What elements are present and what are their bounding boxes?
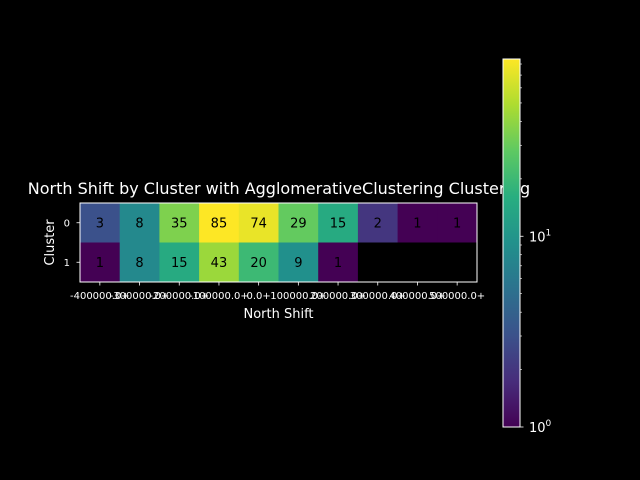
colorbar-tick-label: 100 bbox=[529, 419, 552, 436]
cell-value-label: 1 bbox=[453, 216, 461, 231]
cell-value-label: 8 bbox=[135, 256, 143, 271]
heatmap-cell bbox=[199, 242, 240, 283]
cell-value-label: 1 bbox=[96, 256, 104, 271]
heatmap-cell bbox=[278, 242, 319, 283]
colorbar-tick-label: 101 bbox=[529, 228, 551, 245]
cell-value-label: 1 bbox=[334, 256, 342, 271]
x-tick-label: -100000.0+ bbox=[189, 291, 249, 302]
x-axis-ticks: -400000.0+-300000.0+-200000.0+-100000.0+… bbox=[70, 282, 485, 302]
heatmap-cell bbox=[80, 203, 121, 243]
heatmap-cells bbox=[80, 203, 478, 283]
heatmap-cell bbox=[397, 203, 438, 243]
cell-value-label: 2 bbox=[374, 216, 382, 231]
heatmap-cell bbox=[278, 203, 319, 243]
colorbar-ticks: 100 101 bbox=[520, 63, 552, 436]
colorbar: 100 101 bbox=[502, 58, 552, 436]
x-tick-label: -400000.0+ bbox=[70, 291, 130, 302]
x-tick-label: 100000.0+ bbox=[270, 291, 326, 302]
x-tick-label: 200000.0+ bbox=[310, 291, 366, 302]
cell-value-label: 35 bbox=[171, 216, 188, 231]
cell-value-labels: 3 8 35 85 74 29 15 2 1 1 1 8 15 43 20 9 1 bbox=[96, 216, 462, 271]
x-tick-label: -200000.0+ bbox=[149, 291, 209, 302]
x-tick-label: 300000.0+ bbox=[350, 291, 406, 302]
heatmap-cell bbox=[357, 242, 398, 283]
heatmap-cell bbox=[159, 242, 200, 283]
plot-frame bbox=[79, 202, 478, 283]
heatmap-cell bbox=[238, 203, 279, 243]
heatmap-cell bbox=[238, 242, 279, 283]
y-axis-ticks: 01 bbox=[64, 218, 80, 269]
heatmap-cell bbox=[397, 242, 438, 283]
cell-value-label: 8 bbox=[135, 216, 143, 231]
cell-value-label: 1 bbox=[413, 216, 421, 231]
heatmap-cell bbox=[119, 242, 160, 283]
y-tick-label: 0 bbox=[64, 218, 70, 229]
heatmap-cell bbox=[80, 242, 121, 283]
chart-title: North Shift by Cluster with Agglomerativ… bbox=[28, 179, 530, 198]
heatmap-cell bbox=[318, 203, 359, 243]
heatmap-cell bbox=[357, 203, 398, 243]
heatmap-cell bbox=[437, 242, 478, 283]
heatmap-cell bbox=[119, 203, 160, 243]
cell-value-label: 15 bbox=[330, 216, 347, 231]
y-axis-label: Cluster bbox=[43, 219, 58, 266]
cell-value-label: 15 bbox=[171, 256, 188, 271]
heatmap-cell bbox=[437, 203, 478, 243]
x-axis-label: North Shift bbox=[243, 307, 313, 322]
cell-value-label: 29 bbox=[290, 216, 307, 231]
colorbar-gradient bbox=[502, 58, 521, 428]
y-tick-label: 1 bbox=[64, 258, 70, 269]
cell-value-label: 20 bbox=[250, 256, 267, 271]
cell-value-label: 3 bbox=[96, 216, 104, 231]
x-tick-label: 400000.0+ bbox=[389, 291, 445, 302]
heatmap-cell bbox=[199, 203, 240, 243]
heatmap-cell bbox=[318, 242, 359, 283]
x-tick-label: 0.0+ bbox=[247, 291, 271, 302]
cell-value-label: 43 bbox=[211, 256, 228, 271]
cell-value-label: 74 bbox=[250, 216, 267, 231]
x-tick-label: -300000.0+ bbox=[110, 291, 170, 302]
heatmap-cell bbox=[159, 203, 200, 243]
cell-value-label: 85 bbox=[211, 216, 228, 231]
cell-value-label: 9 bbox=[294, 256, 302, 271]
x-tick-label: 500000.0+ bbox=[429, 291, 485, 302]
